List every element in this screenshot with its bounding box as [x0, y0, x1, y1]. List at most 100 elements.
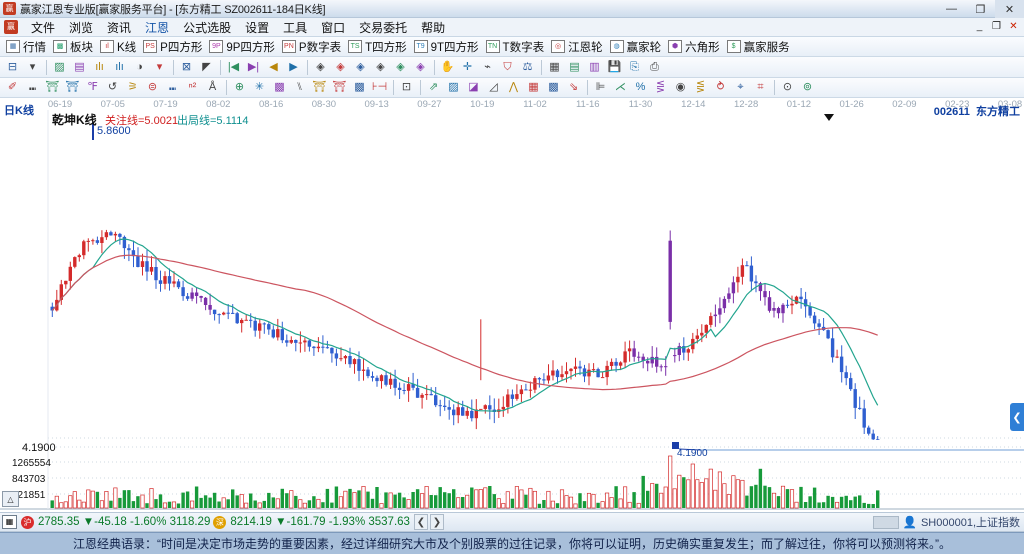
matrix-tool-icon[interactable]: ▩ [274, 81, 285, 93]
menu-tools[interactable]: 工具 [283, 20, 308, 35]
mdi-minimize-button[interactable]: _ [976, 21, 983, 32]
layout-button-icon[interactable]: ▤ [74, 60, 85, 73]
menu-browse[interactable]: 浏览 [69, 20, 94, 35]
toolbar-button-kline[interactable]: ıl K线 [98, 38, 141, 56]
gann-grid-tool-icon[interactable]: ⛩ [65, 81, 80, 93]
period-day-button-icon[interactable]: ⊟ [7, 60, 18, 73]
multi-chart-button-icon[interactable]: ▨ [54, 60, 65, 73]
index-shanghai[interactable]: 2785.35 ▼-45.18 -1.60% 3118.29 [38, 516, 210, 528]
toolbar-button-9p-square[interactable]: 9P 9P四方形 [207, 38, 280, 56]
toolbar-button-hexagon[interactable]: ⬢ 六角形 [666, 38, 725, 56]
up-channel-tool-icon[interactable]: ⇗ [428, 81, 439, 93]
scroll-right-button-icon[interactable]: ▶ [289, 60, 298, 73]
lattice-tool-icon[interactable]: ▩ [354, 81, 365, 93]
extra-tool-1-icon[interactable]: ⊙ [782, 81, 793, 93]
toolbar-button-t-number-table[interactable]: TN T数字表 [484, 38, 550, 56]
zoom-fit-button-icon[interactable]: ◈ [356, 60, 365, 73]
wave-tool-icon[interactable]: ⑊ [296, 81, 303, 93]
index-shenzhen[interactable]: 8214.19 ▼-161.79 -1.93% 3537.63 [230, 516, 410, 528]
band-tool-icon[interactable]: ⋚ [695, 81, 706, 93]
mdi-close-button[interactable]: ✕ [1009, 21, 1018, 32]
zoom-custom-button-icon[interactable]: ◈ [396, 60, 405, 73]
maximize-button[interactable]: ❐ [975, 3, 986, 16]
zoom-vertical-button-icon[interactable]: ◈ [416, 60, 425, 73]
menu-settings[interactable]: 设置 [245, 20, 270, 35]
red-box-tool-icon[interactable]: ⛩ [332, 81, 347, 93]
data-table-button-icon[interactable]: ▤ [569, 60, 580, 73]
copy-button-icon[interactable]: ⎘ [630, 60, 639, 73]
report-button-icon[interactable]: ▥ [589, 60, 600, 73]
expand-corner-button[interactable]: △ [2, 491, 19, 507]
toolbar-button-p-number-table[interactable]: PN P数字表 [280, 38, 346, 56]
toolbar-button-9t-square[interactable]: T9 9T四方形 [412, 38, 484, 56]
toolbar-button-sectors[interactable]: ▩ 板块 [51, 38, 98, 56]
minimize-button[interactable]: — [946, 3, 957, 15]
cycle-tool-icon[interactable]: ↺ [107, 81, 118, 93]
grid-overlay-tool-icon[interactable]: ▦ [528, 81, 539, 93]
chart-canvas[interactable]: 06-19 07-05 07-19 08-02 08-16 08-30 09-13 09-27… [0, 98, 1024, 512]
parallel-lines-tool-icon[interactable]: ⑉ [169, 81, 176, 93]
anchor-tool-icon[interactable]: ⌖ [737, 81, 744, 93]
annotate-button-icon[interactable]: ⛉ [503, 60, 512, 73]
status-scroll-next[interactable]: ❯ [429, 514, 444, 530]
candle-style-dropdown-icon[interactable]: ▾ [156, 60, 163, 73]
circle-tool-icon[interactable]: ⊜ [147, 81, 158, 93]
level-tool-icon[interactable]: ⋚ [655, 81, 666, 93]
menu-window[interactable]: 窗口 [321, 20, 346, 35]
color-fill-button-icon[interactable]: ◤ [202, 60, 211, 73]
candle-style-button-icon[interactable]: ◑ [136, 60, 143, 73]
menu-help[interactable]: 帮助 [421, 20, 446, 35]
square-root-tool-icon[interactable]: ⁿ² [188, 81, 197, 93]
measure-tool-icon[interactable]: ⊦⊣ [371, 81, 388, 93]
toolbar-button-gann-wheel[interactable]: ◎ 江恩轮 [549, 38, 608, 56]
mdi-restore-button[interactable]: ❐ [992, 21, 1001, 32]
circle-mark-tool-icon[interactable]: ◉ [675, 81, 686, 93]
triangle-tool-icon[interactable]: ◿ [489, 81, 498, 93]
calendar-button-icon[interactable]: ▦ [549, 60, 560, 73]
quotes-grid-icon[interactable]: ▦ [2, 515, 17, 529]
dense-grid-tool-icon[interactable]: ▩ [548, 81, 559, 93]
zoom-reset-button-icon[interactable]: ◈ [376, 60, 385, 73]
percent-tool-icon[interactable]: % [635, 81, 646, 93]
menu-trade-order[interactable]: 交易委托 [359, 20, 408, 35]
gann-box-tool-icon[interactable]: ⛩ [45, 81, 60, 93]
indicator-2-button-icon[interactable]: ılı [95, 60, 104, 73]
period-dropdown-icon[interactable]: ▾ [29, 60, 36, 73]
toolbar-button-winner-wheel[interactable]: ◍ 赢家轮 [608, 38, 667, 56]
zoom-in-button-icon[interactable]: ◈ [316, 60, 325, 73]
toolbar-button-quotes[interactable]: ▦ 行情 [4, 38, 51, 56]
shade-tool-icon[interactable]: ◪ [468, 81, 479, 93]
pattern-tool-icon[interactable]: ▨ [448, 81, 459, 93]
red-grid-tool-icon[interactable]: ⛩ [312, 81, 327, 93]
menu-gann[interactable]: 江恩 [145, 20, 170, 35]
toolbar-button-p-square[interactable]: PS P四方形 [141, 38, 207, 56]
text-label-tool-icon[interactable]: ⊡ [401, 81, 412, 93]
pen-tool-icon[interactable]: ✐ [7, 81, 18, 93]
retrace-tool-icon[interactable]: ⋌ [615, 81, 626, 93]
hash-tool-icon[interactable]: ⌗ [757, 81, 764, 93]
gann-fan-tool-icon[interactable]: ⑉ [29, 81, 36, 93]
status-scroll-prev[interactable]: ❮ [413, 514, 428, 530]
first-page-button-icon[interactable]: |◀ [227, 60, 240, 73]
print-button-icon[interactable]: ⎙ [650, 60, 659, 73]
side-panel-toggle[interactable]: ❮ [1010, 403, 1024, 431]
selected-symbol-label[interactable]: SH000001,上证指数 [920, 517, 1020, 529]
target-tool-icon[interactable]: ⊕ [234, 81, 245, 93]
peak-tool-icon[interactable]: ⋀ [508, 81, 519, 93]
last-page-button-icon[interactable]: ▶| [247, 60, 260, 73]
extra-tool-2-icon[interactable]: ⊚ [802, 81, 813, 93]
toolbar-button-winner-service[interactable]: $ 赢家服务 [725, 38, 795, 56]
angle-tool-icon[interactable]: Å [208, 81, 217, 93]
star-tool-icon[interactable]: ✳ [254, 81, 265, 93]
menu-formula-screener[interactable]: 公式选股 [183, 20, 232, 35]
toolbar-button-t-square[interactable]: TS T四方形 [346, 38, 412, 56]
menu-file[interactable]: 文件 [31, 20, 56, 35]
scroll-left-button-icon[interactable]: ◀ [269, 60, 278, 73]
rotate-tool-icon[interactable]: ⥁ [716, 81, 725, 93]
menu-news[interactable]: 资讯 [107, 20, 132, 35]
zoom-out-button-icon[interactable]: ◈ [336, 60, 345, 73]
close-button[interactable]: ✕ [995, 0, 1024, 18]
grid-toggle-button-icon[interactable]: ⊠ [181, 60, 192, 73]
ratio-tool-icon[interactable]: ⊫ [595, 81, 606, 93]
pan-hand-button-icon[interactable]: ✋ [440, 60, 455, 73]
